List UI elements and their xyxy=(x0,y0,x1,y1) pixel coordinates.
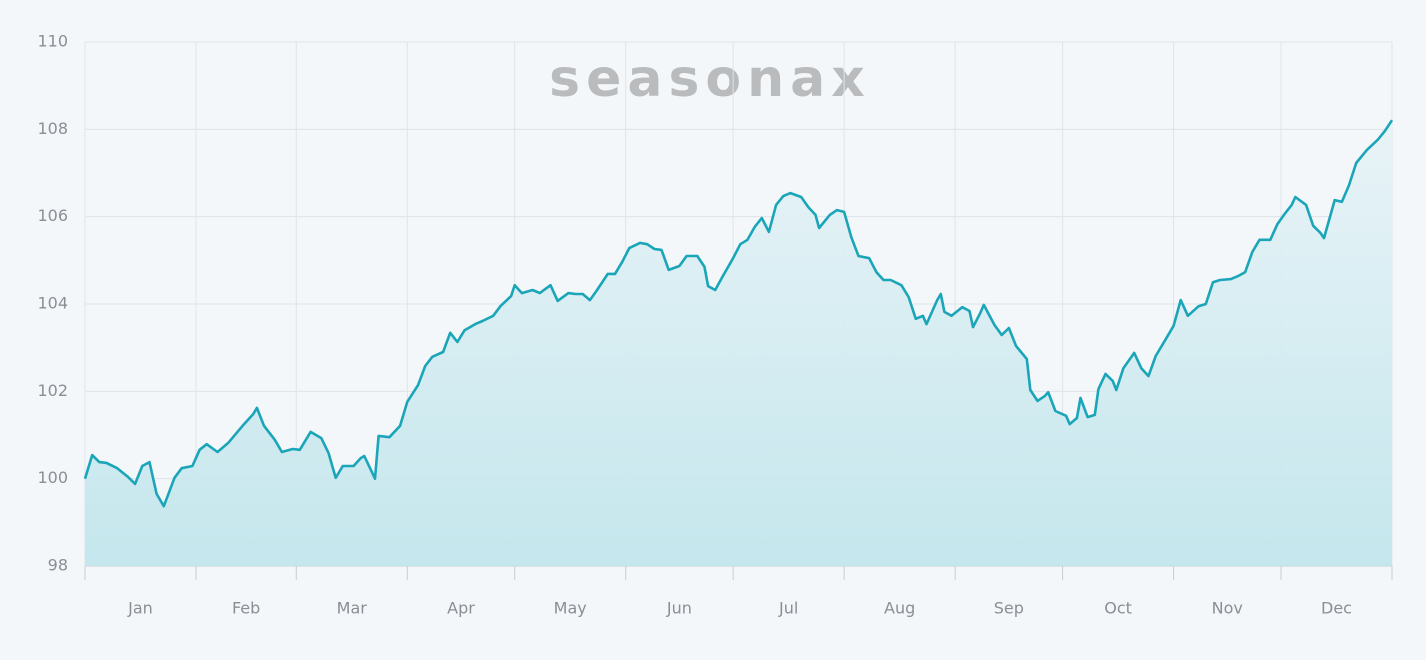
x-tick-label: Apr xyxy=(447,599,475,618)
line xyxy=(83,119,1394,508)
x-tick-label: May xyxy=(554,599,587,618)
y-tick-label: 110 xyxy=(37,32,68,51)
y-tick-label: 98 xyxy=(48,556,68,575)
watermark: seasonax xyxy=(549,49,871,109)
y-tick-label: 102 xyxy=(37,381,68,400)
x-tick-label: Feb xyxy=(232,599,260,618)
x-tick-label: Jul xyxy=(778,599,798,618)
y-tick-label: 106 xyxy=(37,206,68,225)
x-tick-label: Sep xyxy=(994,599,1024,618)
x-tick-label: Aug xyxy=(884,599,915,618)
x-tick-label: Jun xyxy=(666,599,692,618)
area xyxy=(85,120,1392,566)
x-tick-label: Jan xyxy=(127,599,153,618)
x-tick-label: Oct xyxy=(1104,599,1132,618)
y-tick-label: 100 xyxy=(37,468,68,487)
y-tick-label: 104 xyxy=(37,294,68,313)
x-tick-label: Mar xyxy=(337,599,368,618)
y-tick-label: 108 xyxy=(37,119,68,138)
x-tick-label: Dec xyxy=(1321,599,1352,618)
x-tick-label: Nov xyxy=(1212,599,1243,618)
